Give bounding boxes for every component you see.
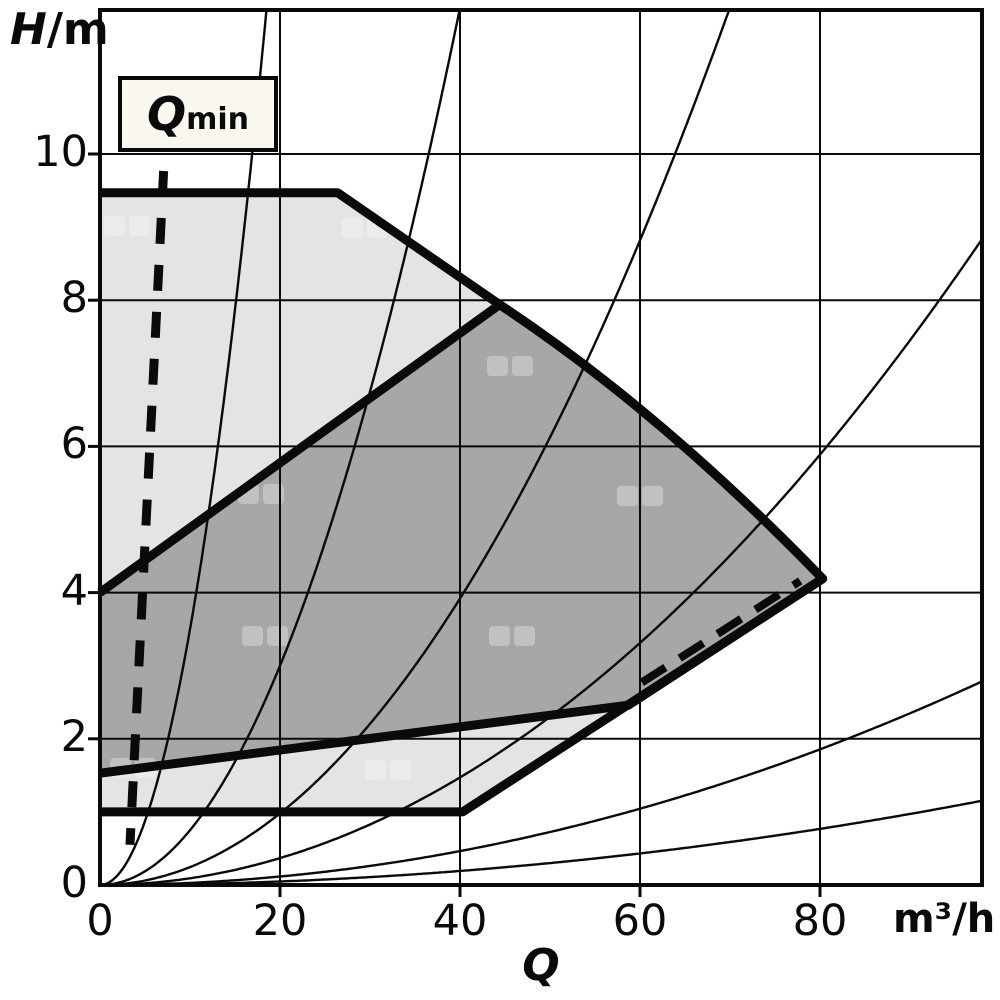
gridlines [100, 10, 982, 885]
y-tick-label: 8 [60, 273, 88, 324]
system-curve [100, 799, 982, 885]
system-curve [100, 10, 268, 885]
watermark-squares [104, 216, 663, 780]
system-curve [100, 10, 731, 885]
region-fills [100, 192, 823, 812]
y-axis-title: H/m [10, 4, 109, 55]
y-tick-label: 10 [33, 127, 88, 177]
region-outline-inner-operating-region [97, 300, 828, 778]
y-axis-symbol: H [10, 4, 47, 55]
system-curve [100, 10, 461, 885]
system-curves [100, 10, 982, 885]
system-curve [100, 680, 982, 885]
y-axis-unit: /m [46, 4, 109, 55]
qmin-label-subscript: min [186, 102, 249, 137]
y-tick-label: 6 [60, 419, 88, 470]
x-tick-label: 80 [792, 896, 848, 946]
system-curve [100, 237, 982, 885]
y-tick-label: 2 [60, 711, 88, 762]
x-axis-unit: m³/h [893, 896, 996, 942]
x-tick-label: 0 [86, 896, 114, 946]
x-tick-label: 60 [612, 896, 668, 946]
y-tick-label: 0 [60, 858, 88, 908]
x-axis-title: Q [522, 940, 560, 991]
tick-marks [88, 152, 822, 897]
x-tick-label: 40 [432, 896, 488, 946]
qmin-label-symbol: Q [146, 87, 187, 141]
region-outlines [97, 188, 828, 817]
y-tick-label: 4 [60, 565, 88, 616]
dashed-inner-limit-line [639, 577, 803, 686]
x-tick-label: 20 [252, 896, 308, 946]
